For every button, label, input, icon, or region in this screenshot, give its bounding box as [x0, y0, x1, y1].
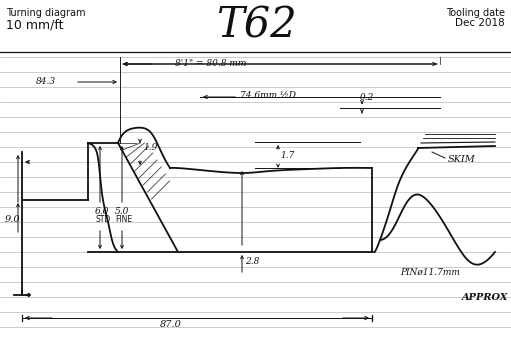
Text: STD: STD	[95, 216, 110, 225]
Text: 84.3: 84.3	[36, 77, 56, 86]
Text: 10 mm/ft: 10 mm/ft	[6, 18, 63, 31]
Text: Dec 2018: Dec 2018	[455, 18, 505, 28]
Text: 87.0: 87.0	[160, 320, 182, 329]
Text: 1.7: 1.7	[280, 150, 294, 159]
Text: 5.0: 5.0	[115, 207, 129, 217]
Text: T62: T62	[216, 5, 296, 47]
Text: 8'1" = 80.8 mm: 8'1" = 80.8 mm	[175, 59, 246, 68]
Text: SKIM: SKIM	[448, 156, 476, 165]
Text: 0.2: 0.2	[360, 92, 375, 101]
Text: 74.6mm ½D: 74.6mm ½D	[240, 91, 296, 100]
Text: 6.0: 6.0	[95, 207, 109, 217]
Text: Turning diagram: Turning diagram	[6, 8, 85, 18]
Text: PINø11.7mm: PINø11.7mm	[400, 267, 460, 276]
Text: 1.9: 1.9	[143, 144, 157, 152]
Text: FINE: FINE	[115, 216, 132, 225]
Text: 2.8: 2.8	[245, 257, 260, 266]
Text: Tooling date: Tooling date	[446, 8, 505, 18]
Text: 9.0: 9.0	[5, 216, 20, 225]
Text: APPROX: APPROX	[462, 294, 508, 303]
